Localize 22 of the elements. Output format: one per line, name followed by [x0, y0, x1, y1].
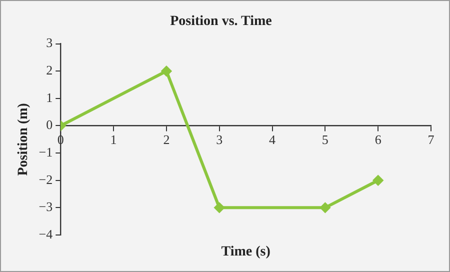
y-tick-label: 0	[46, 117, 53, 132]
point	[373, 175, 384, 186]
chart-title: Position vs. Time	[170, 14, 272, 30]
y-tick-label: −4	[38, 226, 54, 242]
y-tick-label: −3	[38, 199, 53, 214]
y-tick-label: −2	[38, 172, 53, 187]
y-tick-label: 3	[46, 35, 53, 50]
x-tick-label: 2	[163, 132, 170, 147]
point	[214, 202, 224, 213]
x-tick-label: 1	[110, 132, 117, 147]
x-tick-label: 3	[216, 132, 223, 147]
y-tick-label: 2	[46, 62, 53, 78]
x-tick-label: 6	[374, 132, 382, 147]
y-tick-label: −1	[38, 144, 53, 160]
x-tick-label: 7	[428, 132, 435, 147]
y-axis-title: Position (m)	[16, 102, 32, 176]
point	[320, 202, 330, 213]
x-tick-label: 5	[322, 132, 328, 147]
y-tick-label: 1	[46, 90, 53, 105]
x-tick-label: 4	[269, 132, 276, 147]
x-axis-title: Time (s)	[221, 244, 271, 260]
point	[161, 66, 172, 76]
